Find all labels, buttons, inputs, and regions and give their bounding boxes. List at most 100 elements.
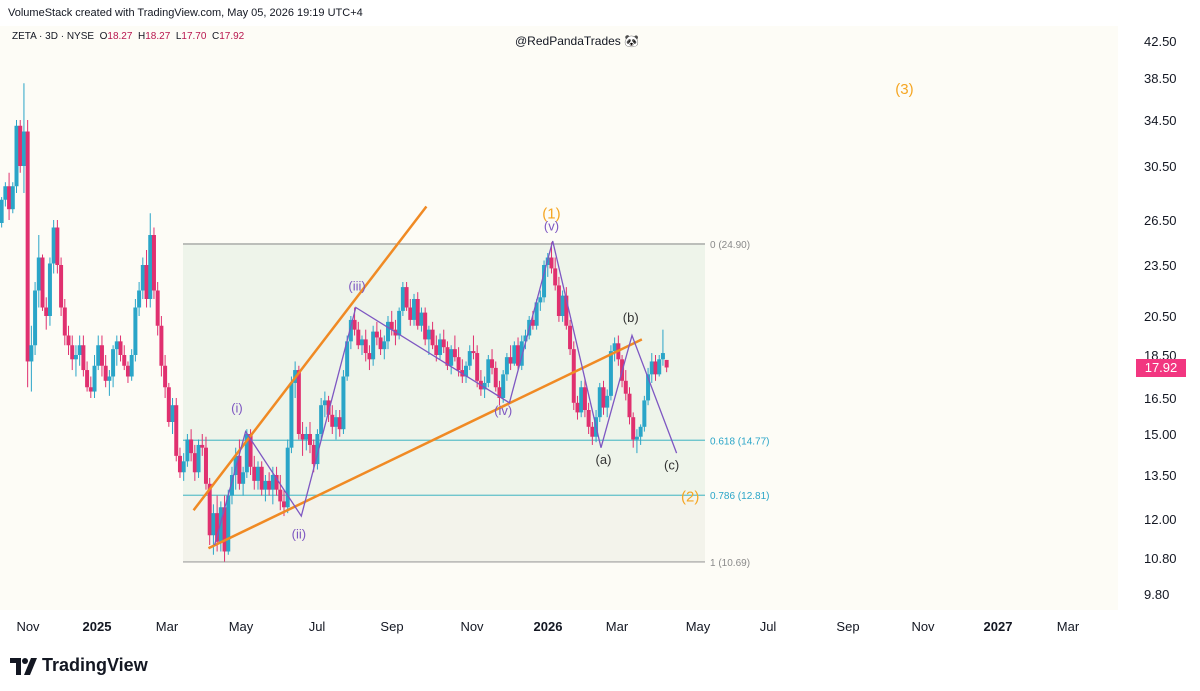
candle-body	[568, 325, 573, 350]
author-watermark: @RedPandaTrades 🐼	[515, 34, 640, 48]
candle-body	[657, 359, 662, 375]
candle-body	[497, 387, 502, 398]
candle-body	[296, 370, 301, 434]
candle-body	[185, 439, 190, 462]
candle-body	[542, 265, 547, 298]
x-tick-label: Nov	[16, 619, 40, 634]
candle-body	[549, 257, 554, 269]
x-tick-label: Sep	[836, 619, 859, 634]
footer	[0, 640, 1200, 691]
candle-body	[248, 434, 253, 467]
candle-body	[315, 434, 320, 465]
candle-body	[111, 349, 116, 377]
candle-body	[85, 370, 90, 388]
retracement-zone-fill	[183, 243, 705, 494]
x-tick-label: 2025	[83, 619, 112, 634]
candle-body	[125, 365, 130, 377]
time-scale[interactable]	[0, 610, 1118, 640]
price-scale[interactable]	[1118, 26, 1200, 610]
candle-body	[107, 376, 112, 381]
candle-body	[96, 345, 101, 366]
candle-body	[174, 405, 179, 456]
candle-body	[582, 387, 587, 410]
candle-body	[623, 380, 628, 394]
wave-label: (iv)	[494, 403, 512, 418]
candle-body	[252, 466, 257, 481]
candle-body	[605, 395, 610, 408]
candle-body	[133, 307, 138, 355]
trendline	[207, 338, 643, 550]
candle-body	[177, 455, 182, 473]
close-value: 17.92	[219, 31, 245, 42]
candle-body	[81, 345, 86, 371]
candle-body	[211, 513, 216, 536]
candle-body	[486, 359, 491, 383]
x-tick-label: Mar	[156, 619, 179, 634]
candle-body	[189, 439, 194, 454]
candle-body	[653, 361, 658, 375]
candle-body	[103, 365, 108, 381]
candle-body	[378, 337, 383, 350]
candle-body	[334, 417, 339, 427]
candle-body	[571, 349, 576, 403]
candle-body	[415, 299, 420, 326]
candle-body	[519, 341, 524, 366]
candle-body	[664, 359, 669, 368]
candle-body	[508, 357, 513, 364]
candle-body	[352, 319, 357, 330]
wave-label: (i)	[231, 400, 243, 415]
candle-body	[241, 472, 246, 484]
y-tick-label: 34.50	[1144, 113, 1177, 128]
candle-body	[200, 444, 205, 448]
candle-body	[337, 417, 342, 430]
candle-body	[170, 405, 175, 422]
retracement-zone-lower-fill	[183, 494, 705, 562]
y-tick-label: 12.00	[1144, 512, 1177, 527]
x-axis-ticks: Nov 2025 Mar May Jul Sep Nov 2026 Mar May Jul Sep No…	[16, 619, 1079, 634]
tradingview-brand: TradingView	[42, 655, 148, 675]
wave-label: (v)	[544, 219, 559, 234]
x-tick-label: Sep	[380, 619, 403, 634]
current-price-badge: 17.92	[1136, 359, 1186, 377]
candle-body	[408, 307, 413, 320]
candle-body	[285, 447, 290, 508]
y-tick-label: 38.50	[1144, 71, 1177, 86]
y-tick-label: 16.50	[1144, 391, 1177, 406]
candle-body	[215, 513, 220, 542]
x-tick-label: Jul	[760, 619, 777, 634]
tradingview-logo[interactable]: TradingView	[10, 655, 148, 676]
candle-body	[534, 302, 539, 326]
candle-body	[73, 355, 78, 360]
candle-body	[77, 345, 82, 355]
candle-body	[341, 376, 346, 430]
candle-body	[386, 321, 391, 342]
x-tick-label: 2026	[534, 619, 563, 634]
candle-body	[222, 507, 227, 552]
candle-body	[556, 285, 561, 316]
candle-body	[10, 186, 15, 210]
fib-level-label: 0.786 (12.81)	[710, 491, 770, 502]
candle-body	[144, 265, 149, 299]
candle-body	[608, 351, 613, 396]
candle-body	[270, 475, 275, 490]
candle-body	[452, 349, 457, 358]
candle-body	[367, 353, 372, 360]
x-tick-label: Mar	[1057, 619, 1080, 634]
candle-body	[148, 235, 153, 299]
candle-body	[229, 475, 234, 496]
elliott-wave-path	[213, 240, 678, 546]
candle-body	[129, 355, 134, 377]
candle-body	[29, 345, 34, 362]
fib-level-label: 1 (10.69)	[710, 558, 750, 569]
candle-body	[14, 125, 19, 187]
x-tick-label: May	[229, 619, 254, 634]
candle-body	[322, 400, 327, 406]
candle-body	[300, 434, 305, 440]
candle-body	[192, 453, 197, 473]
candle-body	[441, 339, 446, 348]
candle-body	[523, 335, 528, 342]
y-tick-label: 15.00	[1144, 427, 1177, 442]
close-label: C	[211, 31, 220, 42]
candle-body	[504, 357, 509, 375]
